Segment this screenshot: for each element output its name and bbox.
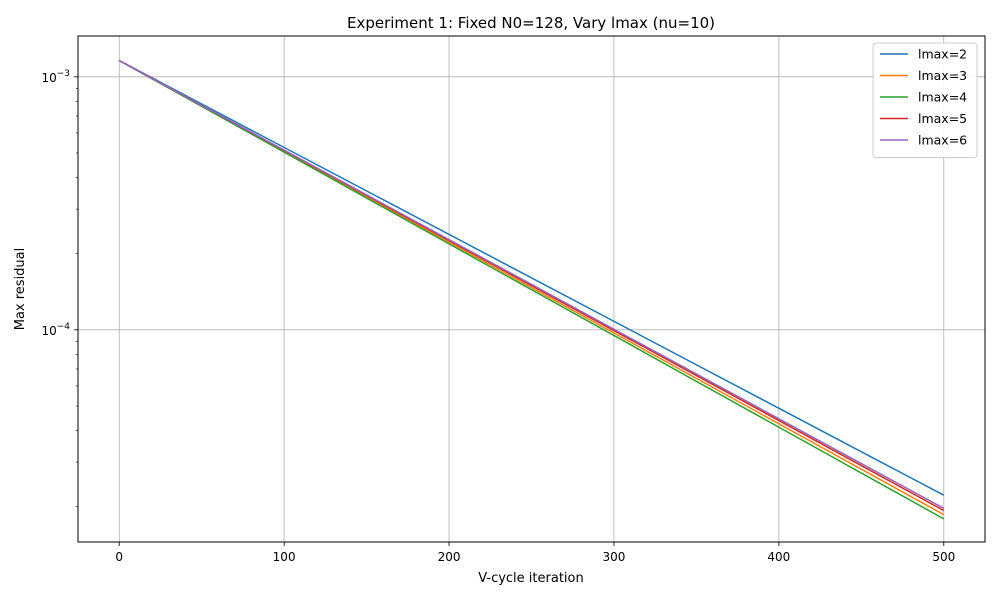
legend-entry: lmax=3 (880, 68, 967, 83)
y-tick-exponent: −3 (57, 69, 70, 79)
y-tick-base: 10 (41, 71, 56, 85)
x-axis-ticks: 0 100 200 300 400 500 (115, 542, 955, 564)
y-axis-ticks: 10−410−3 (41, 69, 78, 507)
series-line-lmax-4 (118, 59, 945, 520)
legend-box (872, 42, 978, 158)
legend-entry: lmax=4 (880, 90, 967, 105)
series-line-lmax-2 (118, 59, 945, 496)
legend-label: lmax=6 (918, 133, 967, 148)
x-tick-label: 500 (932, 550, 955, 564)
y-tick-label: 10−3 (41, 69, 70, 85)
x-tick-label: 0 (115, 550, 123, 564)
y-tick-label: 10−4 (41, 322, 70, 338)
y-tick-exponent: −4 (57, 322, 71, 332)
chart-title: Experiment 1: Fixed N0=128, Vary lmax (n… (347, 14, 715, 32)
x-tick-label: 300 (603, 550, 626, 564)
x-tick-label: 200 (438, 550, 461, 564)
x-tick-label: 400 (767, 550, 790, 564)
series-line-lmax-6 (118, 59, 945, 509)
legend-label: lmax=3 (918, 68, 967, 83)
legend-entry: lmax=6 (880, 133, 967, 148)
y-tick-base: 10 (41, 324, 56, 338)
plot-frame (77, 35, 986, 543)
legend-label: lmax=5 (918, 111, 967, 126)
series-lines (118, 59, 945, 520)
legend: lmax=2 lmax=3 lmax=4 lmax=5 lmax=6 (872, 42, 978, 158)
x-tick-label: 100 (273, 550, 296, 564)
legend-label: lmax=4 (918, 90, 967, 105)
legend-entry: lmax=2 (880, 47, 967, 62)
y-axis-label: Max residual (13, 248, 28, 331)
legend-label: lmax=2 (918, 47, 967, 62)
x-axis-label: V-cycle iteration (478, 571, 583, 586)
legend-entry: lmax=5 (880, 111, 967, 126)
